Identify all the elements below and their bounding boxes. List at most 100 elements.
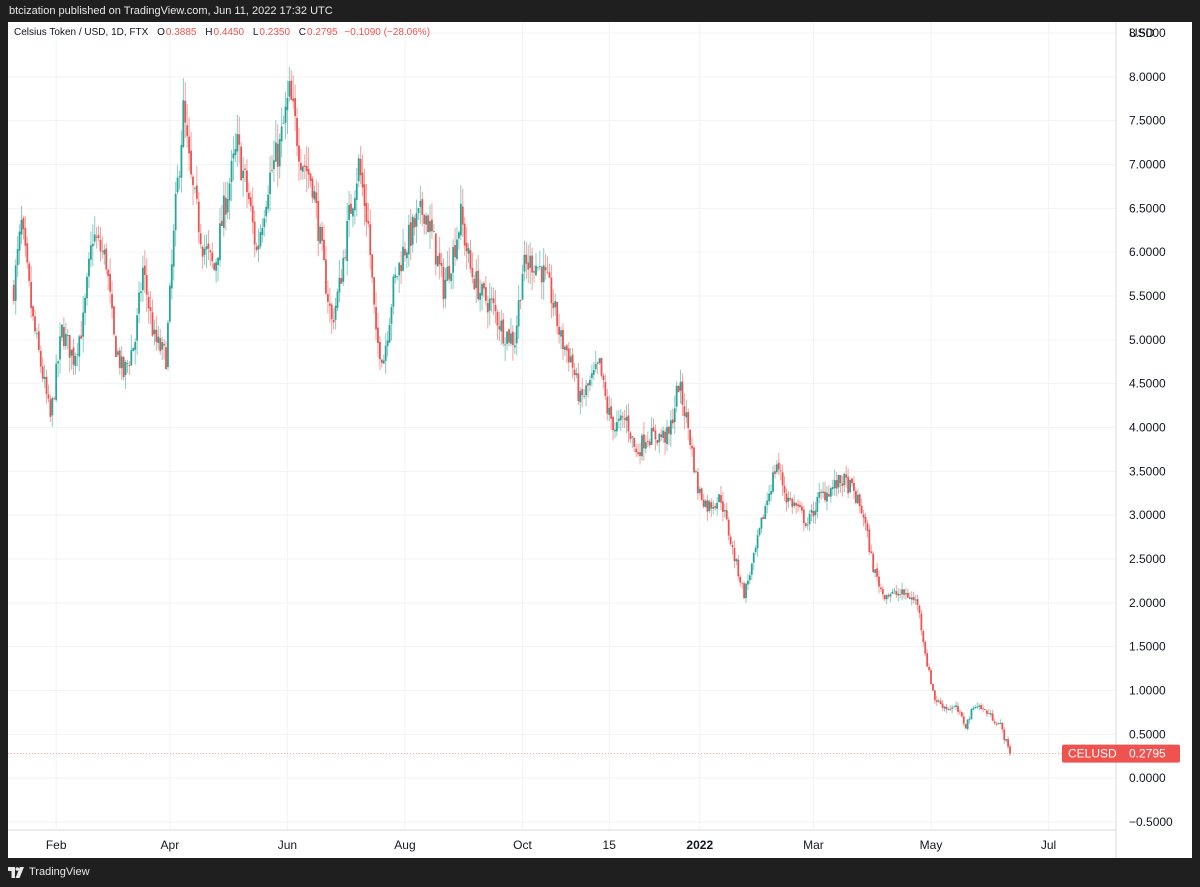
candle-body [625, 416, 628, 421]
candle-body [962, 716, 965, 724]
candle-body [242, 170, 244, 179]
y-tick-label: 0.0000 [1129, 771, 1166, 785]
brand-logo[interactable]: TradingView [8, 866, 90, 878]
candle-body [155, 329, 158, 342]
candle-body [1001, 722, 1004, 730]
candle-body [679, 382, 682, 391]
open-value: 0.3885 [165, 27, 197, 38]
candle-body [797, 504, 799, 507]
candle-body [402, 246, 404, 271]
candle-body [883, 594, 886, 600]
y-tick-label: 4.0000 [1129, 421, 1166, 435]
price-chart[interactable]: 8.5000 8.0000 7.5000 7.0000 6.5000 6.0000 5.50… [8, 22, 1192, 858]
candle-body [409, 222, 412, 246]
candle-body [633, 437, 636, 447]
candle-body [257, 245, 260, 250]
x-tick-label: Mar [803, 838, 824, 852]
candle-body [244, 168, 246, 170]
candle-body [251, 205, 254, 223]
candle-body [989, 713, 992, 715]
candle-body [619, 415, 622, 421]
candle-body [644, 442, 647, 449]
candle-body [887, 594, 890, 597]
candle-body [598, 358, 601, 364]
candle-body [12, 284, 15, 301]
candle-body [373, 277, 376, 305]
x-tick-label: Feb [46, 838, 67, 852]
candle-body [590, 373, 593, 378]
candle-body [138, 292, 140, 314]
candle-body [190, 150, 192, 175]
candle-body [812, 511, 815, 517]
candle-body [856, 494, 859, 504]
candle-body [750, 563, 753, 575]
candle-body [14, 265, 17, 301]
candle-body [885, 595, 888, 600]
candle-body [546, 271, 549, 273]
candle-body [116, 351, 119, 355]
candle-body [419, 200, 422, 207]
candle-body [37, 331, 40, 350]
candle-body [396, 276, 399, 278]
candle-body [226, 199, 229, 213]
candle-body [569, 356, 572, 363]
candle-body [928, 667, 930, 670]
candle-body [870, 551, 873, 554]
candle-body [960, 712, 963, 717]
candle-body [987, 713, 990, 715]
candle-body [612, 416, 614, 431]
candle-body [758, 528, 761, 535]
candle-body [504, 344, 507, 346]
candle-body [273, 160, 275, 169]
candle-body [779, 470, 782, 472]
price-axis-bg [1116, 22, 1192, 858]
candle-body [957, 705, 959, 712]
candle-body [554, 301, 557, 308]
candle-body [203, 248, 206, 255]
y-axis-ticks: 8.5000 8.0000 7.5000 7.0000 6.5000 6.0000 5.50… [1129, 26, 1173, 829]
candle-body [781, 472, 784, 486]
candle-body [159, 338, 162, 352]
candle-body [589, 380, 591, 386]
candle-body [481, 283, 483, 296]
candle-body [515, 325, 518, 344]
candle-body [673, 408, 676, 423]
candle-body [1009, 746, 1011, 754]
candle-body [199, 233, 202, 245]
candle-body [689, 429, 692, 446]
candle-body [953, 706, 956, 708]
candle-body [714, 506, 717, 508]
candle-body [290, 80, 293, 100]
candle-body [997, 723, 1000, 725]
candle-body [263, 218, 266, 228]
candle-body [371, 254, 374, 278]
candle-body [161, 341, 164, 350]
candle-body [317, 200, 320, 241]
low-value: 0.2350 [259, 27, 291, 38]
close-value: 0.2795 [307, 27, 338, 38]
y-tick-label: 7.0000 [1129, 158, 1166, 172]
candle-body [342, 257, 345, 282]
candle-body [111, 294, 113, 309]
y-tick-label: −0.5000 [1129, 815, 1173, 829]
candle-body [197, 201, 200, 233]
candle-body [513, 345, 516, 348]
candle-body [708, 501, 711, 511]
candle-body [926, 653, 929, 667]
chart-frame[interactable]: 8.5000 8.0000 7.5000 7.0000 6.5000 6.0000 5.50… [8, 22, 1192, 858]
candle-body [299, 162, 302, 171]
candle-body [889, 594, 892, 597]
candle-body [26, 243, 29, 263]
y-tick-label: 4.5000 [1129, 377, 1166, 391]
candle-body [180, 144, 183, 178]
candle-body [789, 498, 792, 500]
candle-body [768, 493, 771, 502]
candle-body [483, 283, 485, 289]
candle-body [795, 503, 798, 506]
candle-body [748, 575, 751, 581]
candle-body [562, 329, 564, 350]
badge-ticker: CELUSD [1068, 747, 1117, 761]
candle-body [816, 497, 819, 512]
candle-body [232, 153, 235, 159]
candle-body [978, 705, 981, 708]
